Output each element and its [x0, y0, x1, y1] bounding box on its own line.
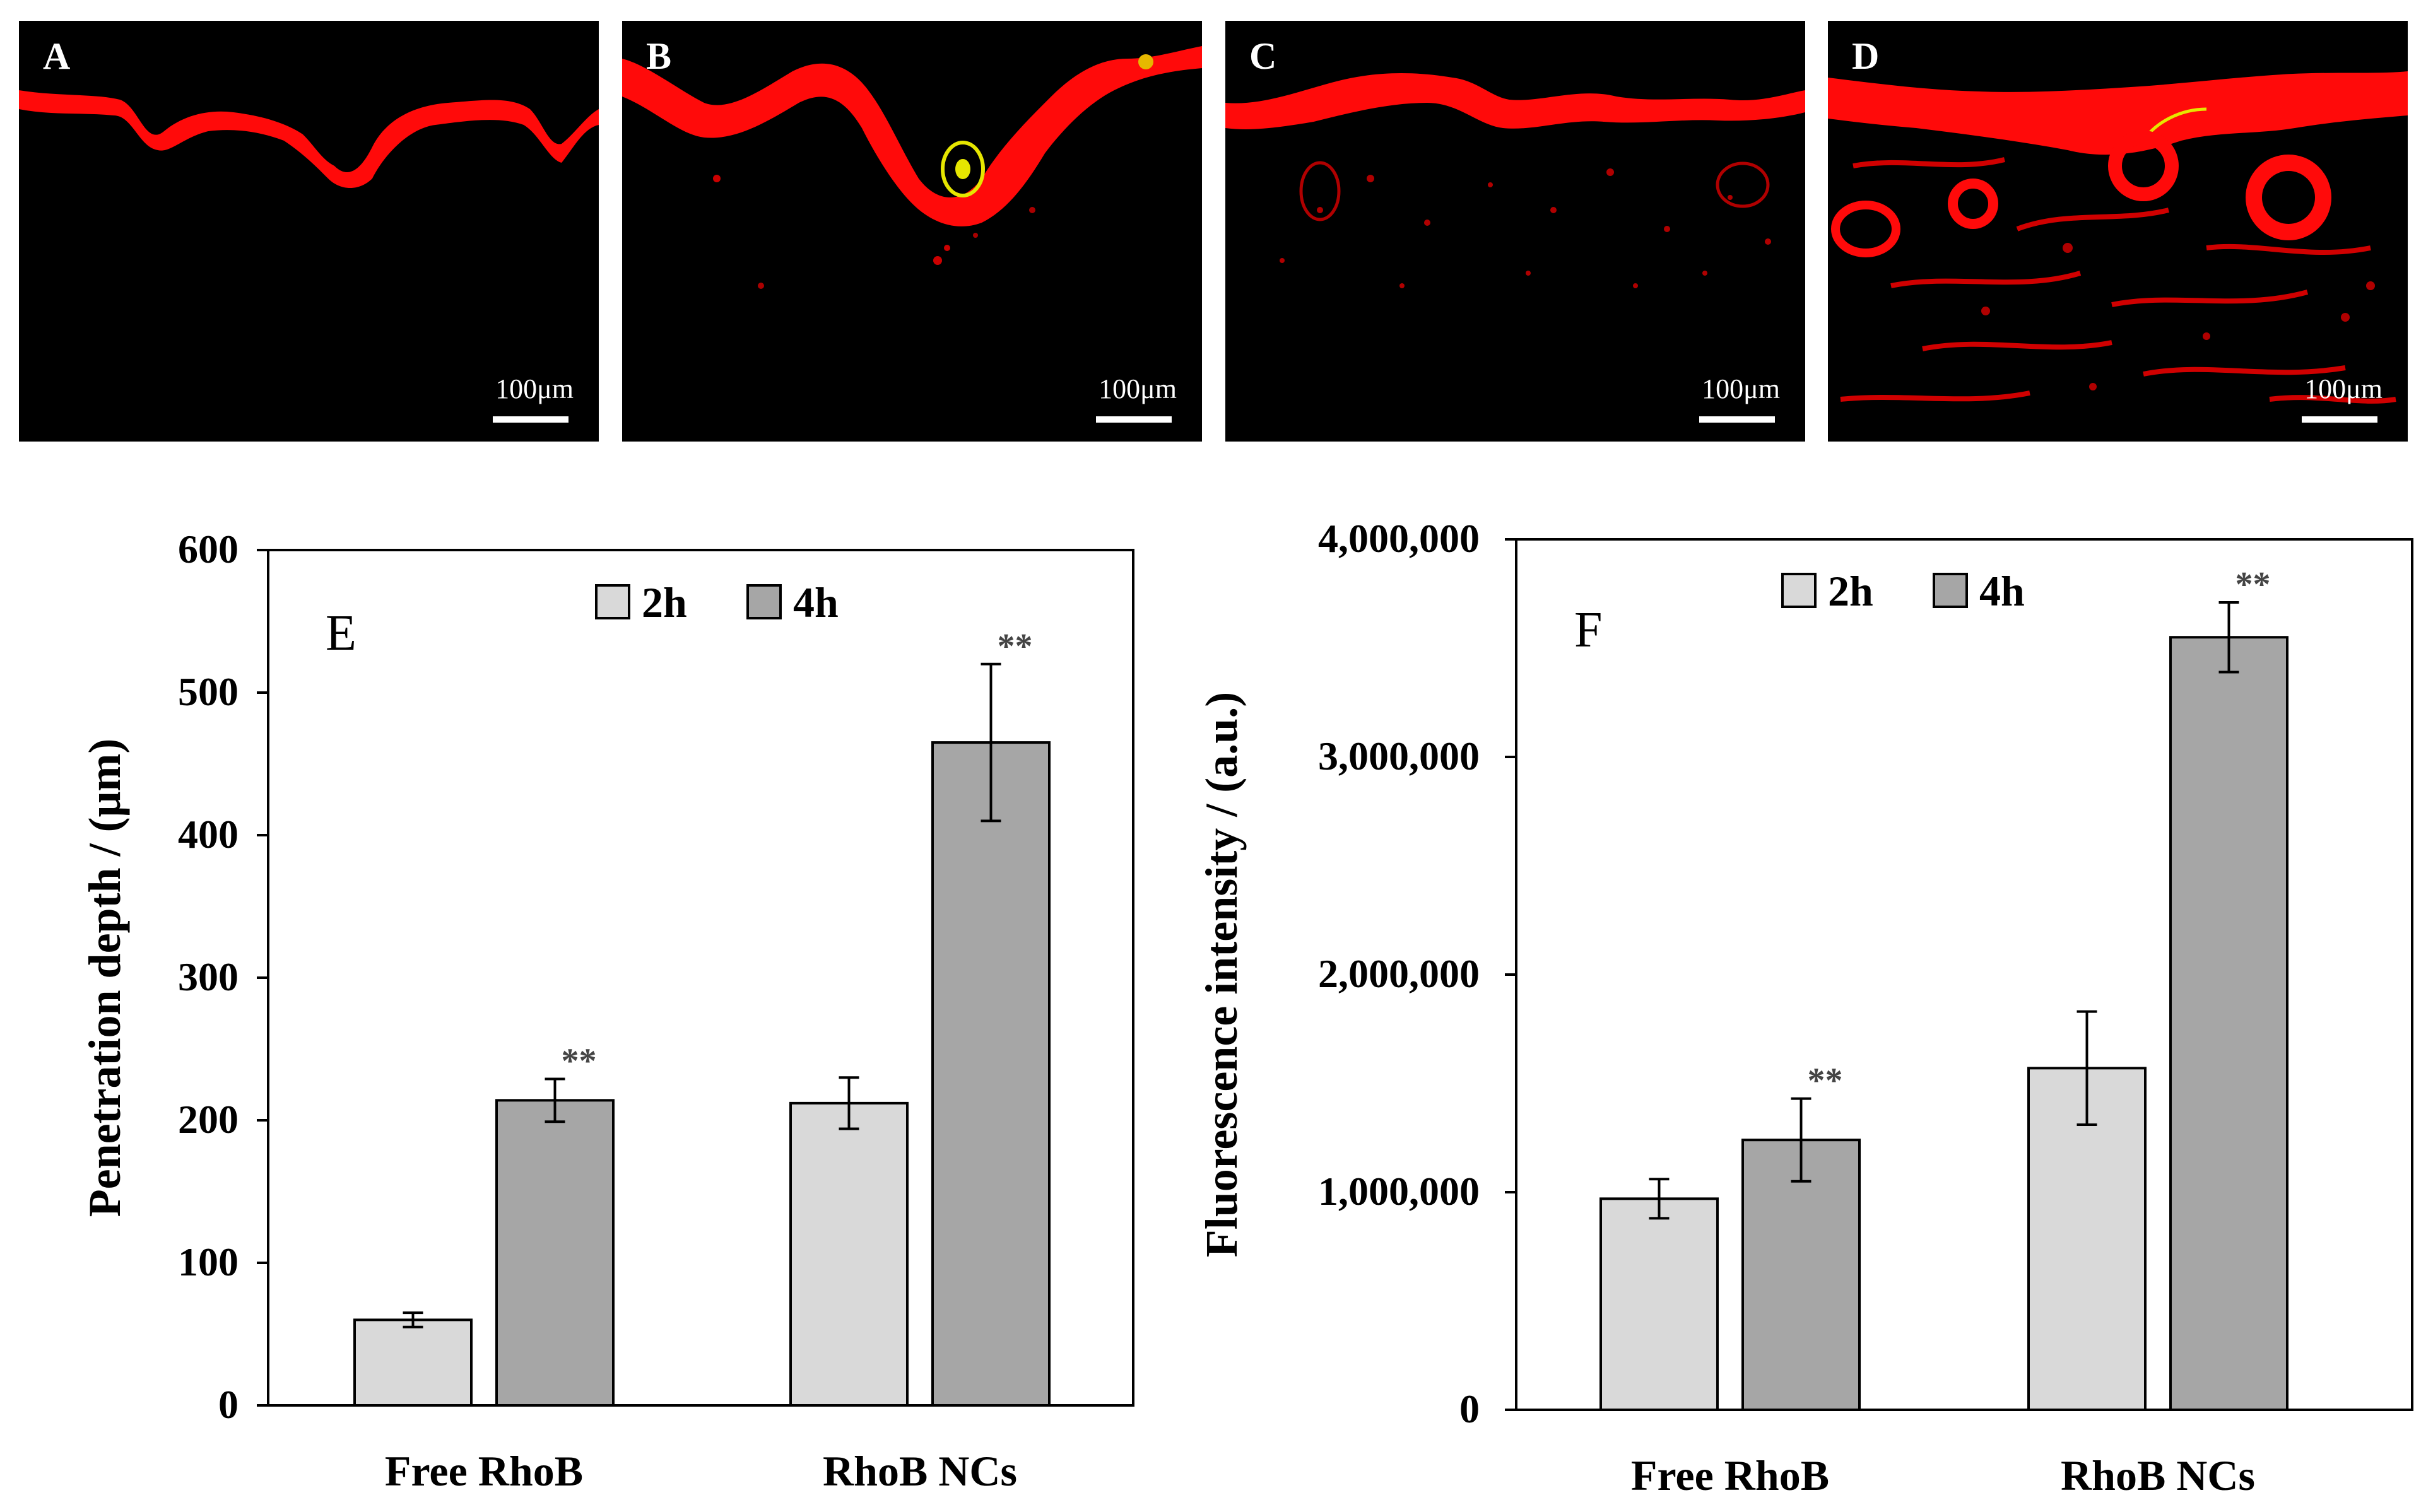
y-tick-label: 4,000,000	[1318, 516, 1480, 561]
y-tick-label: 3,000,000	[1318, 734, 1480, 778]
legend-label: 2h	[642, 578, 687, 626]
micrograph-b: B 100μm	[622, 21, 1202, 442]
micrograph-label: B	[646, 35, 672, 77]
y-tick-label: 500	[178, 669, 239, 714]
y-tick-label: 0	[1459, 1386, 1480, 1431]
category-label: RhoB NCs	[823, 1447, 1017, 1495]
y-tick-label: 2,000,000	[1318, 951, 1480, 996]
micrograph-a-image	[19, 90, 599, 188]
micrograph-label: A	[43, 35, 71, 77]
y-tick-label: 300	[178, 954, 239, 999]
bar-4h-1	[2169, 636, 2288, 1411]
bar-2h-0	[353, 1318, 473, 1407]
scale-bar-label: 100μm	[2304, 373, 2383, 404]
scale-bar-label: 100μm	[1099, 373, 1177, 404]
panel-label: E	[326, 606, 356, 661]
legend-label: 2h	[1828, 567, 1873, 615]
y-tick-label: 0	[218, 1382, 239, 1427]
scale-bar	[2302, 416, 2377, 423]
scale-bar	[1699, 416, 1775, 423]
scale-bar-label: 100μm	[495, 373, 574, 404]
micrograph-a: A 100μm	[19, 21, 599, 442]
legend-swatch	[1781, 573, 1817, 608]
y-tick-label: 400	[178, 812, 239, 857]
legend-swatch	[1933, 573, 1968, 608]
scale-bar-label: 100μm	[1702, 373, 1780, 404]
panel-label: F	[1574, 602, 1603, 658]
legend-swatch	[746, 584, 782, 619]
significance-marker: **	[2235, 565, 2271, 604]
micrograph-c: C 100μm	[1225, 21, 1805, 442]
scale-bar	[1096, 416, 1172, 423]
category-label: RhoB NCs	[2061, 1451, 2255, 1499]
y-tick-label: 200	[178, 1097, 239, 1142]
y-tick-label: 1,000,000	[1318, 1169, 1480, 1214]
category-label: Free RhoB	[1631, 1451, 1829, 1499]
significance-marker: **	[998, 627, 1033, 666]
significance-marker: **	[1808, 1062, 1843, 1101]
micrograph-b-image	[622, 46, 1202, 289]
y-tick-label: 600	[178, 527, 239, 571]
micrograph-label: C	[1249, 35, 1277, 77]
y-axis-label: Fluorescence intensity / (a.u.)	[1196, 692, 1247, 1258]
legend-swatch	[595, 584, 630, 619]
y-tick-label: 100	[178, 1239, 239, 1284]
micrograph-label: D	[1852, 35, 1880, 77]
category-label: Free RhoB	[385, 1447, 583, 1495]
bar-4h-0	[495, 1099, 615, 1407]
bar-2h-0	[1599, 1197, 1719, 1411]
legend-label: 4h	[1979, 567, 2025, 615]
micrograph-c-image	[1225, 73, 1805, 288]
bar-4h-0	[1741, 1139, 1861, 1411]
y-axis-label: Penetration depth / (μm)	[80, 739, 130, 1217]
micrograph-d: D 100μm	[1828, 21, 2408, 442]
scale-bar	[493, 416, 568, 423]
significance-marker: **	[562, 1041, 597, 1081]
bar-4h-1	[931, 741, 1051, 1407]
bar-2h-1	[789, 1101, 909, 1407]
micrograph-d-image	[1828, 71, 2408, 404]
legend-label: 4h	[793, 578, 839, 626]
